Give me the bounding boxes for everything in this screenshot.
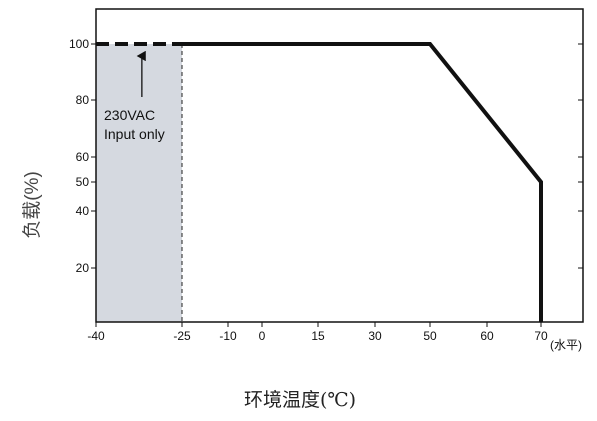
y-tick-label: 80	[76, 93, 90, 107]
y-tick-label: 50	[76, 175, 90, 189]
x-tick-label: -10	[219, 329, 237, 343]
y-axis-label: 负载(%)	[21, 171, 43, 239]
y-tick-label: 60	[76, 150, 90, 164]
y-tick-label: 100	[69, 37, 89, 51]
x-tick-label: 50	[423, 329, 437, 343]
x-tick-label: 70	[534, 329, 548, 343]
x-tick-label: 0	[259, 329, 266, 343]
shaded-region	[96, 44, 182, 322]
x-tick-label: -40	[87, 329, 105, 343]
x-tick-label: 60	[480, 329, 494, 343]
y-tick-label: 40	[76, 204, 90, 218]
annotation-text-line: 230VAC	[104, 107, 155, 123]
series-line-solid	[182, 44, 541, 322]
x-tick-label: 30	[368, 329, 382, 343]
y-tick-label: 20	[76, 261, 90, 275]
x-axis-label: 环境温度(℃)	[244, 389, 356, 411]
x-tick-label: 15	[311, 329, 325, 343]
x-axis-unit-note: (水平)	[550, 338, 582, 352]
annotation-text-line: Input only	[104, 126, 165, 142]
x-tick-label: -25	[173, 329, 191, 343]
